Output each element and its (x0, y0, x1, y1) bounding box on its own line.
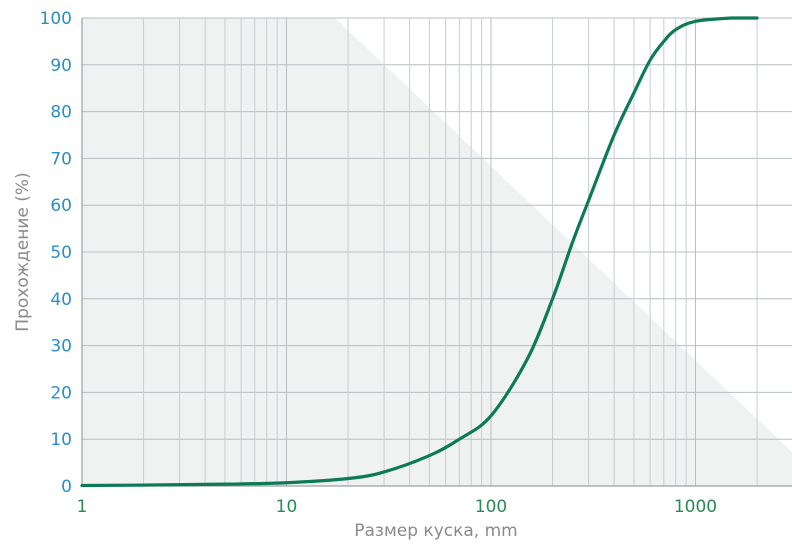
y-tick-label: 30 (50, 337, 72, 357)
y-tick-label: 0 (61, 477, 72, 497)
y-axis-title: Прохождение (%) (13, 172, 33, 331)
series-line (80, 16, 759, 488)
y-tick-label: 90 (50, 56, 72, 76)
x-tick-label: 10 (276, 497, 298, 517)
y-tick-label: 40 (50, 290, 72, 310)
y-tick-label: 70 (50, 149, 72, 169)
y-tick-label: 20 (50, 383, 72, 403)
y-tick-label: 50 (50, 243, 72, 263)
series-layer (80, 16, 759, 488)
y-tick-label: 60 (50, 196, 72, 216)
x-tick-label: 1000 (674, 497, 717, 517)
x-axis-title: Размер куска, mm (354, 521, 517, 541)
y-tick-label: 100 (40, 9, 72, 29)
y-tick-label: 80 (50, 103, 72, 123)
x-tick-label: 1 (77, 497, 88, 517)
y-tick-label: 10 (50, 430, 72, 450)
x-tick-label: 100 (475, 497, 507, 517)
